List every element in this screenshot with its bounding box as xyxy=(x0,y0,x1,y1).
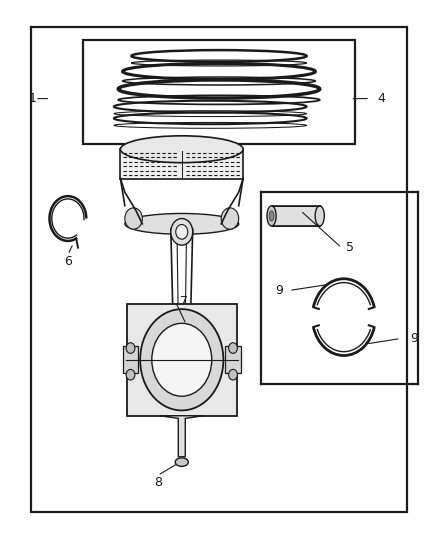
Bar xyxy=(31,27,407,512)
Text: 9: 9 xyxy=(410,332,418,345)
Ellipse shape xyxy=(221,208,239,229)
Circle shape xyxy=(126,343,135,353)
Text: 8: 8 xyxy=(154,476,162,489)
Bar xyxy=(127,304,237,416)
Ellipse shape xyxy=(315,206,324,226)
Circle shape xyxy=(126,369,135,380)
Ellipse shape xyxy=(269,211,274,221)
Text: 5: 5 xyxy=(346,241,354,254)
Bar xyxy=(272,206,320,226)
Circle shape xyxy=(171,219,193,245)
Circle shape xyxy=(176,224,188,239)
Ellipse shape xyxy=(267,206,276,226)
Bar xyxy=(120,149,243,179)
Circle shape xyxy=(152,324,212,396)
Circle shape xyxy=(229,369,237,380)
Text: 6: 6 xyxy=(64,255,72,268)
Ellipse shape xyxy=(125,208,142,229)
Circle shape xyxy=(229,343,237,353)
Ellipse shape xyxy=(175,458,188,466)
Text: 9: 9 xyxy=(276,284,283,297)
Circle shape xyxy=(140,309,223,410)
Polygon shape xyxy=(160,416,204,457)
Text: 1: 1 xyxy=(29,92,37,105)
Ellipse shape xyxy=(125,213,239,235)
Bar xyxy=(123,346,138,373)
Bar xyxy=(225,346,241,373)
Text: 4: 4 xyxy=(377,92,385,105)
Bar xyxy=(83,40,355,144)
Text: 7: 7 xyxy=(180,295,188,308)
Ellipse shape xyxy=(120,136,243,163)
